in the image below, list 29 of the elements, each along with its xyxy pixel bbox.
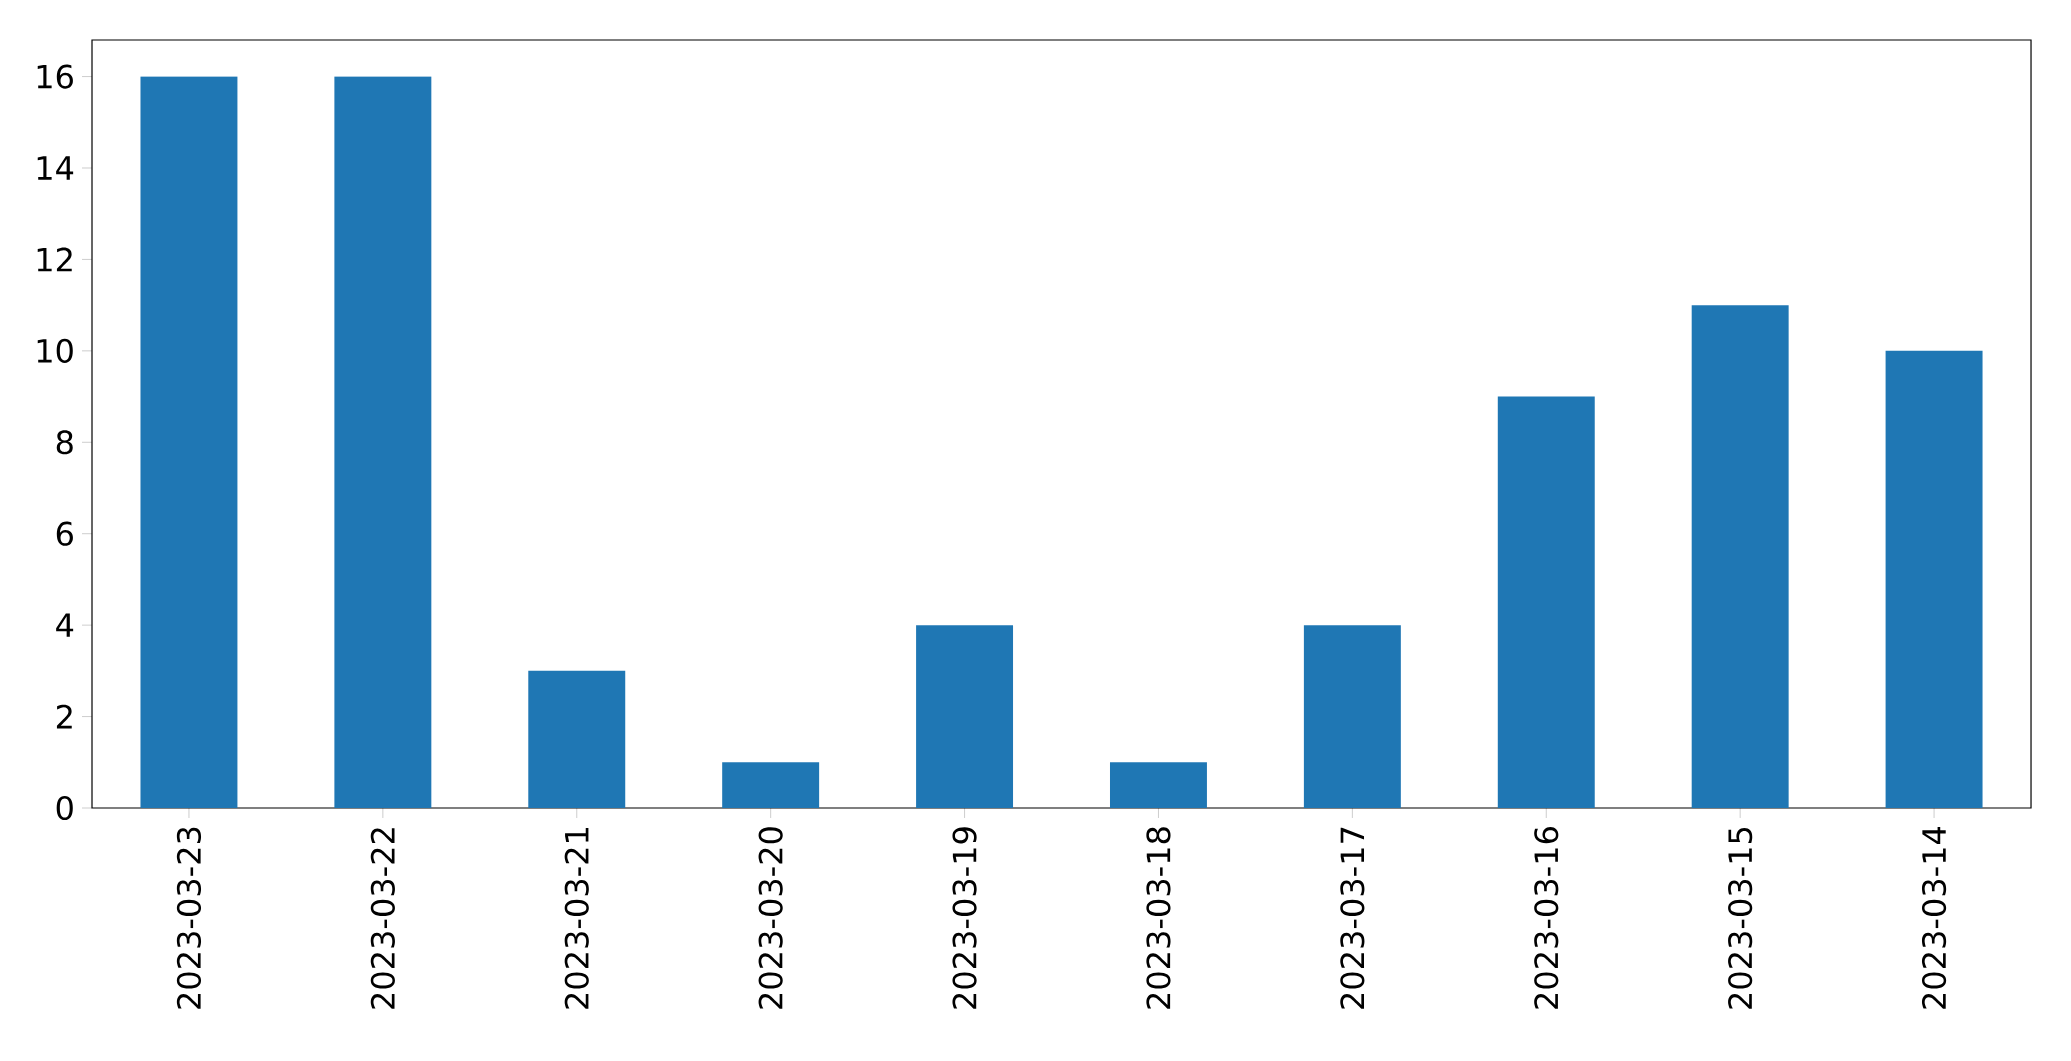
y-tick-label: 2	[56, 704, 72, 729]
x-tick-label: 2023-03-23	[176, 827, 202, 1009]
x-tick-label: 2023-03-19	[952, 827, 977, 1009]
y-tick-label: 8	[56, 430, 73, 455]
y-tick-label: 12	[37, 247, 72, 272]
x-tick-label: 2023-03-21	[564, 828, 589, 1009]
bar	[916, 625, 1014, 808]
x-tick-label: 2023-03-20	[758, 827, 783, 1009]
y-tick-label: 14	[37, 156, 74, 180]
bar	[1497, 396, 1595, 808]
y-tick-label: 6	[56, 521, 73, 546]
x-tick-label: 2023-03-14	[1921, 826, 1947, 1009]
y-tick-label: 4	[56, 613, 74, 637]
bar	[1885, 350, 1983, 808]
x-tick-label: 2023-03-15	[1728, 827, 1753, 1009]
bar	[1691, 305, 1789, 808]
bar	[1303, 625, 1401, 808]
x-tick-label: 2023-03-22	[370, 828, 395, 1009]
bar	[140, 76, 238, 808]
x-tick-label: 2023-03-18	[1146, 827, 1171, 1009]
y-tick-label: 0	[56, 795, 73, 821]
y-tick-label: 10	[37, 338, 73, 363]
x-tick-label: 2023-03-17	[1340, 827, 1365, 1009]
y-tick-label: 16	[37, 64, 73, 89]
bar	[1109, 762, 1207, 808]
bar	[334, 76, 432, 808]
bar	[722, 762, 820, 808]
bar	[528, 670, 626, 808]
x-tick-label: 2023-03-16	[1534, 827, 1559, 1009]
